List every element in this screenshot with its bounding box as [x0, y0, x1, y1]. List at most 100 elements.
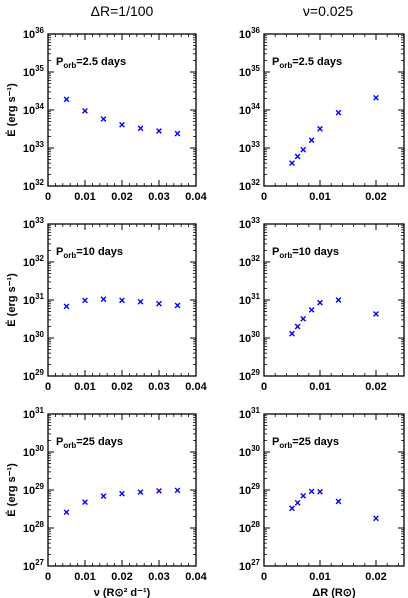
data-point-stroke — [294, 499, 301, 506]
x-tick-label: 0.04 — [185, 191, 207, 203]
data-point-stroke — [335, 109, 342, 116]
data-point — [100, 296, 107, 303]
y-axis-label: Ė (erg s⁻¹) — [5, 463, 18, 517]
y-tick-label: 1032 — [239, 178, 261, 193]
data-point-stroke — [82, 297, 88, 304]
data-point — [119, 297, 125, 304]
x-tick-label: 0 — [261, 571, 267, 583]
data-point-stroke — [100, 296, 107, 303]
data-point — [289, 160, 295, 167]
data-point-stroke — [300, 492, 307, 499]
data-point — [300, 315, 307, 322]
x-tick-label: 0.01 — [74, 381, 95, 393]
y-tick-label: 1029 — [23, 482, 45, 497]
y-tick-label: 1028 — [239, 520, 261, 535]
data-point — [335, 109, 342, 116]
x-tick-label: 0 — [261, 191, 267, 203]
data-point — [137, 298, 144, 305]
data-point — [174, 130, 181, 137]
data-point — [317, 488, 323, 495]
x-tick-label: 0.02 — [111, 571, 132, 583]
x-tick-label: 0 — [45, 381, 51, 393]
x-tick-label: 0.04 — [185, 571, 207, 583]
y-tick-label: 1032 — [239, 254, 261, 269]
data-point — [82, 499, 88, 506]
data-point-stroke — [119, 121, 125, 128]
panel-annotation: Porb=25 days — [272, 436, 339, 450]
y-tick-label: 1027 — [239, 558, 261, 573]
data-point-stroke — [317, 488, 323, 495]
data-point — [289, 505, 295, 512]
data-point-stroke — [63, 509, 70, 516]
data-point — [289, 330, 295, 337]
data-point-stroke — [82, 107, 88, 114]
y-tick-label: 1036 — [23, 26, 45, 41]
x-tick-label: 0.02 — [365, 191, 386, 203]
data-point — [63, 303, 70, 310]
y-tick-label: 1036 — [239, 26, 261, 41]
data-point-stroke — [174, 487, 181, 494]
data-point — [294, 499, 301, 506]
y-tick-label: 1031 — [239, 406, 261, 421]
data-point-stroke — [119, 490, 125, 497]
panel-annotation: Porb=2.5 days — [56, 56, 126, 70]
data-point — [300, 492, 307, 499]
data-point-stroke — [174, 130, 181, 137]
y-tick-label: 1030 — [23, 330, 45, 345]
y-tick-label: 1031 — [23, 406, 45, 421]
data-point — [156, 300, 162, 307]
y-tick-label: 1030 — [239, 444, 261, 459]
data-point — [63, 96, 70, 103]
y-tick-label: 1031 — [23, 292, 45, 307]
panel-dr-25: 1027 1028 1029 1030 1031 0 0.01 0.02 Porb=25 day… — [239, 406, 405, 598]
panel-annotation: Porb=10 days — [272, 246, 339, 260]
y-tick-label: 1033 — [23, 140, 45, 155]
panel-nu-2.5: 1032 1033 1034 1035 1036 0 0.01 0.02 0.03 0.04 Por… — [5, 26, 208, 203]
data-point-stroke — [317, 299, 323, 306]
y-tick-label: 1033 — [23, 216, 45, 231]
y-axis-label: Ė (erg s⁻¹) — [5, 83, 18, 137]
y-axis-label: Ė (erg s⁻¹) — [5, 273, 18, 327]
data-point-stroke — [373, 94, 379, 101]
x-tick-label: 0 — [45, 191, 51, 203]
panel-dr-10: 1029 1030 1031 1032 1033 0 0.01 0.02 Porb=10 day… — [239, 216, 405, 393]
x-tick-label: 0.01 — [74, 571, 95, 583]
data-point — [335, 297, 342, 303]
data-point-stroke — [137, 125, 144, 132]
data-point — [100, 493, 107, 500]
data-point-stroke — [308, 306, 315, 313]
x-tick-label: 0.04 — [185, 381, 207, 393]
data-point-stroke — [289, 505, 295, 512]
data-point — [294, 323, 301, 330]
y-tick-label: 1027 — [23, 558, 45, 573]
y-tick-label: 1033 — [239, 216, 261, 231]
data-point — [63, 509, 70, 516]
y-tick-label: 1029 — [239, 368, 261, 383]
data-point — [119, 490, 125, 497]
data-point — [373, 311, 379, 317]
y-tick-label: 1031 — [239, 292, 261, 307]
y-tick-label: 1029 — [239, 482, 261, 497]
data-point-stroke — [308, 488, 315, 495]
x-axis-label: ν (R⊙² d⁻¹) — [94, 587, 151, 598]
y-tick-label: 1030 — [23, 444, 45, 459]
data-point-stroke — [335, 498, 342, 505]
data-point-stroke — [300, 315, 307, 322]
data-point — [308, 137, 315, 144]
data-point-stroke — [100, 493, 107, 500]
x-tick-label: 0.03 — [148, 571, 169, 583]
data-point-stroke — [308, 137, 315, 144]
data-point — [308, 488, 315, 495]
data-point-stroke — [294, 153, 301, 160]
data-point-stroke — [156, 128, 162, 134]
y-tick-label: 1032 — [23, 178, 45, 193]
data-point — [308, 306, 315, 313]
data-point — [156, 487, 162, 494]
x-tick-label: 0.02 — [111, 381, 132, 393]
y-tick-label: 1034 — [23, 102, 45, 117]
data-point-stroke — [289, 160, 295, 167]
data-point — [373, 94, 379, 101]
data-point — [294, 153, 301, 160]
data-point — [137, 489, 144, 496]
